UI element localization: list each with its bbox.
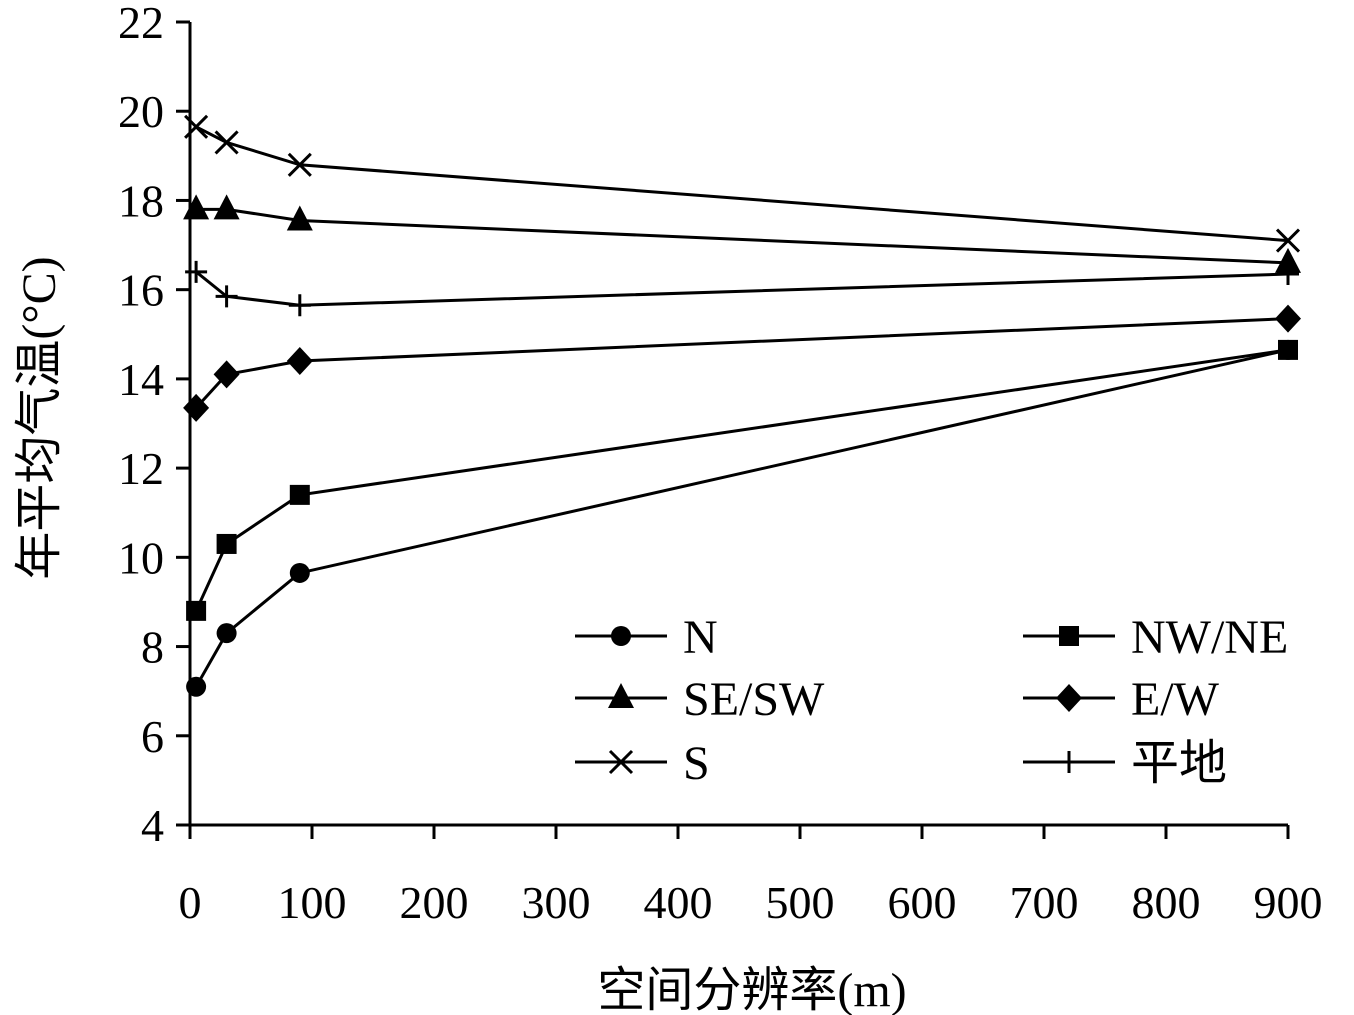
legend-item: E/W [1023, 673, 1220, 726]
x-tick-label: 200 [400, 877, 469, 928]
x-tick-label: 300 [522, 877, 591, 928]
legend-marker [608, 683, 634, 708]
x-tick-labels: 0 100 200 300 400 500 600 700 800 900 [179, 877, 1323, 928]
x-axis-title: 空间分辨率(m) [597, 964, 906, 1015]
y-tick-label: 18 [118, 175, 164, 226]
data-point [213, 194, 240, 220]
data-point [216, 533, 237, 554]
data-point [214, 130, 239, 155]
data-point [186, 676, 207, 697]
x-tick-label: 900 [1254, 877, 1323, 928]
x-tick-label: 600 [888, 877, 957, 928]
x-tick-label: 700 [1010, 877, 1079, 928]
data-point [184, 114, 209, 139]
data-point [286, 205, 313, 231]
legend-item: SE/SW [575, 673, 825, 726]
y-tick-label: 20 [118, 86, 164, 137]
series-3 [183, 304, 1301, 422]
series-line [194, 348, 1289, 612]
legend-item: NW/NE [1023, 611, 1288, 664]
legend-label: NW/NE [1131, 611, 1288, 664]
series-5 [185, 260, 1299, 317]
data-point [286, 347, 313, 376]
legend-marker [608, 749, 634, 775]
x-tick-label: 500 [766, 877, 835, 928]
legend-label: SE/SW [683, 673, 825, 726]
data-point [215, 285, 238, 308]
data-point [183, 393, 210, 422]
data-point [1275, 228, 1301, 253]
series-line [196, 207, 1289, 265]
legend-marker [1056, 684, 1082, 712]
legend-item: S [575, 737, 710, 790]
legend-marker [611, 626, 631, 646]
series-group [183, 114, 1301, 697]
legend-label: S [683, 737, 710, 790]
series-line [194, 317, 1289, 409]
x-tick-label: 100 [278, 877, 347, 928]
legend: N NW/NE SE/SW E/W S 平地 [575, 611, 1288, 790]
data-point [289, 562, 310, 583]
y-tick-label: 14 [118, 354, 164, 405]
data-point [183, 194, 210, 220]
data-point [1277, 263, 1299, 286]
data-point [287, 152, 312, 177]
data-point [216, 623, 237, 644]
legend-item: N [575, 611, 718, 664]
data-point [1275, 247, 1301, 273]
series-line [195, 125, 1289, 243]
data-point [288, 294, 311, 317]
data-point [289, 484, 310, 505]
series-1 [186, 339, 1298, 621]
y-tick-label: 10 [118, 532, 164, 583]
series-line [195, 270, 1289, 307]
legend-label: 平地 [1131, 737, 1227, 790]
y-tick-label: 8 [141, 622, 164, 673]
legend-item: 平地 [1023, 737, 1227, 790]
series-2 [183, 194, 1301, 273]
data-point [186, 600, 207, 621]
y-tick-labels: 4 6 8 10 12 14 16 18 20 22 [118, 0, 164, 851]
legend-label: N [683, 611, 718, 664]
y-tick-label: 6 [141, 711, 164, 762]
legend-marker [1059, 626, 1079, 646]
x-tick-label: 800 [1132, 877, 1201, 928]
y-tick-label: 16 [118, 265, 164, 316]
legend-marker [1058, 751, 1080, 773]
x-tick-label: 0 [179, 877, 202, 928]
data-point [1278, 339, 1298, 360]
data-point [185, 260, 208, 283]
series-4 [184, 114, 1301, 253]
y-axis-title: 年平均气温(°C) [13, 256, 66, 579]
legend-label: E/W [1131, 673, 1220, 726]
data-point [1275, 304, 1301, 333]
y-tick-label: 12 [118, 443, 164, 494]
y-tick-label: 4 [141, 800, 164, 851]
y-tick-label: 22 [118, 0, 164, 48]
data-point [213, 360, 240, 389]
series-line [194, 348, 1289, 688]
x-tick-label: 400 [644, 877, 713, 928]
